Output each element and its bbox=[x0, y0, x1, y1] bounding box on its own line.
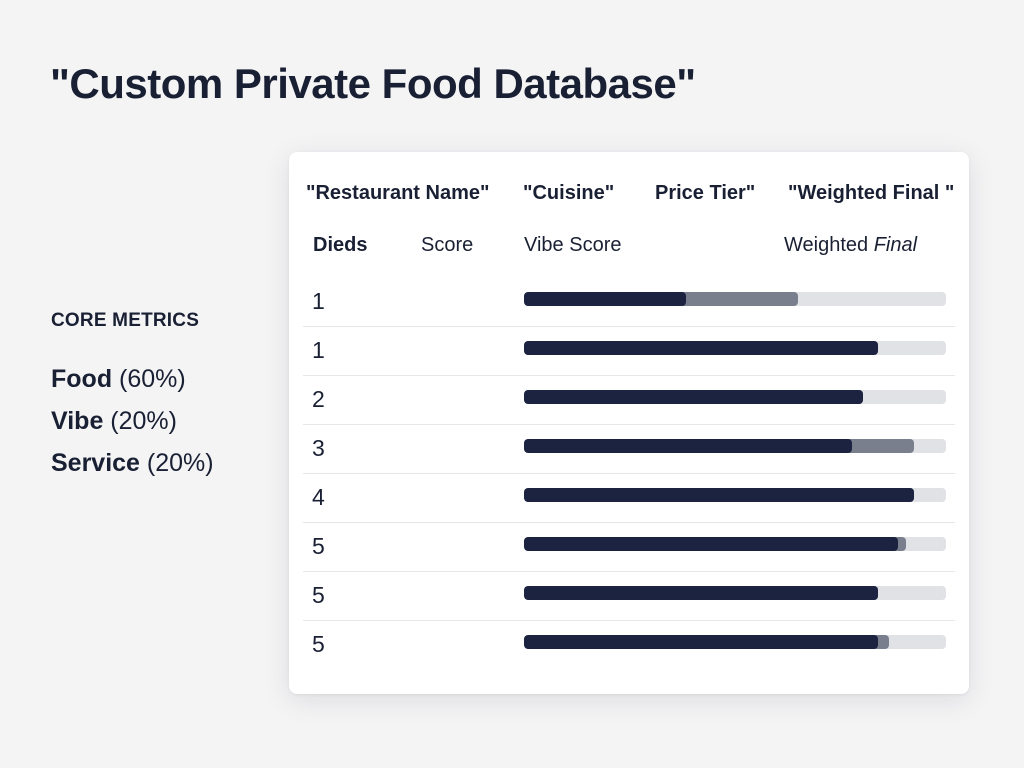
score-bar-primary bbox=[524, 390, 863, 404]
metric-vibe: Vibe (20%) bbox=[51, 400, 271, 442]
subheader-dieds: Dieds bbox=[313, 234, 368, 256]
page-title: "Custom Private Food Database" bbox=[50, 60, 696, 107]
row-rank: 1 bbox=[312, 337, 325, 363]
table-row[interactable]: 1 bbox=[303, 326, 955, 375]
score-bar-primary bbox=[524, 439, 852, 453]
subheader-weighted-final-b: Final bbox=[873, 234, 918, 256]
metric-service-name: Service bbox=[51, 449, 140, 477]
metric-food-name: Food bbox=[51, 365, 113, 393]
row-rank: 5 bbox=[312, 631, 325, 657]
score-bar-track bbox=[524, 390, 946, 404]
score-bar-track bbox=[524, 537, 946, 551]
score-bar-track bbox=[524, 586, 946, 600]
subheader-weighted-final-a: Weighted bbox=[784, 234, 874, 256]
score-bar-track bbox=[524, 635, 946, 649]
row-rank: 1 bbox=[312, 288, 325, 314]
table-column-headers: "Restaurant Name" "Cuisine" Price Tier" … bbox=[289, 182, 969, 212]
score-bar-track bbox=[524, 341, 946, 355]
table-row[interactable]: 2 bbox=[303, 375, 955, 424]
metric-vibe-name: Vibe bbox=[51, 407, 104, 435]
row-rank: 3 bbox=[312, 435, 325, 461]
score-bar-track bbox=[524, 292, 946, 306]
table-rows: 1 1 2 3 bbox=[303, 278, 955, 669]
subheader-weighted-final: Weighted Final bbox=[784, 234, 917, 257]
metric-vibe-weight: (20%) bbox=[110, 407, 177, 435]
table-row[interactable]: 5 bbox=[303, 522, 955, 571]
table-sub-headers: Dieds Score Vibe Score Weighted Final bbox=[289, 234, 969, 264]
subheader-score: Score bbox=[421, 234, 474, 256]
metric-food-weight: (60%) bbox=[119, 365, 186, 393]
table-row[interactable]: 3 bbox=[303, 424, 955, 473]
metric-service-weight: (20%) bbox=[146, 449, 214, 477]
header-weighted-final[interactable]: "Weighted Final " bbox=[788, 182, 955, 204]
row-rank: 5 bbox=[312, 582, 325, 608]
score-bar-primary bbox=[524, 292, 687, 306]
score-bar-primary bbox=[524, 635, 879, 649]
row-rank: 2 bbox=[312, 386, 325, 412]
score-bar-primary bbox=[524, 488, 914, 502]
metric-service: Service (20%) bbox=[51, 442, 271, 484]
score-bar-primary bbox=[524, 537, 899, 551]
score-bar-track bbox=[524, 488, 946, 502]
core-metrics-heading: CORE METRICS bbox=[51, 310, 200, 331]
header-price-tier[interactable]: Price Tier" bbox=[655, 182, 756, 204]
table-row[interactable]: 4 bbox=[303, 473, 955, 522]
subheader-vibe-score: Vibe Score bbox=[524, 234, 622, 256]
table-row[interactable]: 1 bbox=[303, 278, 955, 326]
row-rank: 5 bbox=[312, 533, 325, 559]
header-restaurant-name[interactable]: "Restaurant Name" bbox=[306, 182, 490, 204]
restaurant-table-card: "Restaurant Name" "Cuisine" Price Tier" … bbox=[289, 152, 969, 694]
header-cuisine[interactable]: "Cuisine" bbox=[523, 182, 615, 204]
score-bar-primary bbox=[524, 341, 879, 355]
row-rank: 4 bbox=[312, 484, 325, 510]
table-row[interactable]: 5 bbox=[303, 620, 955, 669]
metric-food: Food (60%) bbox=[51, 358, 271, 400]
score-bar-primary bbox=[524, 586, 879, 600]
core-metrics-panel: CORE METRICS Food (60%) Vibe (20%) Servi… bbox=[51, 310, 271, 484]
score-bar-track bbox=[524, 439, 946, 453]
table-row[interactable]: 5 bbox=[303, 571, 955, 620]
